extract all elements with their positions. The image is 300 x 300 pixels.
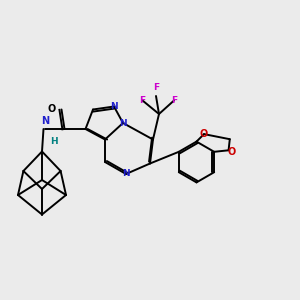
Text: H: H xyxy=(50,136,58,146)
Text: O: O xyxy=(47,104,56,115)
Text: N: N xyxy=(41,116,49,126)
Text: F: F xyxy=(140,96,146,105)
Text: F: F xyxy=(153,82,159,91)
Text: N: N xyxy=(110,102,118,111)
Text: O: O xyxy=(227,147,236,157)
Text: O: O xyxy=(200,129,208,139)
Text: N: N xyxy=(119,118,127,127)
Text: N: N xyxy=(122,169,130,178)
Text: F: F xyxy=(171,96,177,105)
